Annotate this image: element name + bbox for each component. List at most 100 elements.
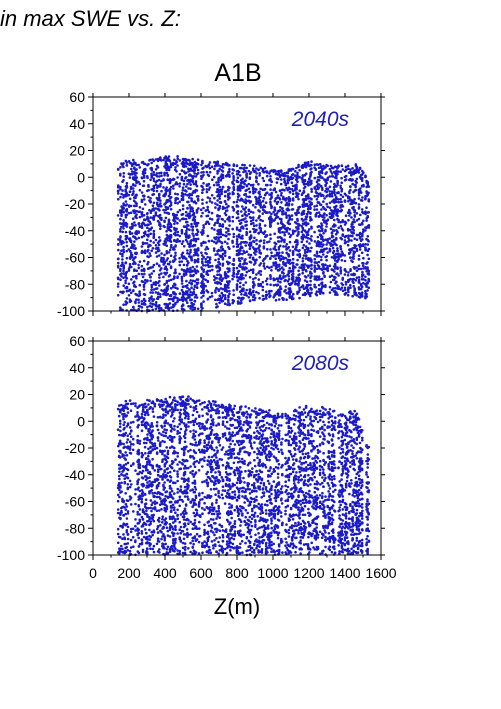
data-point <box>124 230 128 234</box>
data-point <box>169 162 173 165</box>
data-point <box>364 243 367 246</box>
data-point <box>221 166 225 169</box>
data-point <box>126 487 130 491</box>
data-point <box>145 509 148 513</box>
data-point <box>157 403 161 406</box>
data-point <box>257 278 261 281</box>
data-point <box>315 208 319 211</box>
data-point <box>182 308 186 312</box>
data-point <box>360 251 364 255</box>
data-point <box>322 243 325 246</box>
data-point <box>138 463 141 466</box>
data-point <box>122 196 125 199</box>
data-point <box>277 265 281 268</box>
data-point <box>155 201 159 205</box>
data-point <box>307 247 310 250</box>
data-point <box>366 253 369 257</box>
data-point <box>129 421 133 424</box>
data-point <box>149 499 153 502</box>
data-point <box>176 202 179 205</box>
data-point <box>336 183 339 187</box>
data-point <box>172 246 175 249</box>
data-point <box>118 433 121 437</box>
data-point <box>354 244 358 248</box>
data-point <box>181 303 185 306</box>
data-point <box>154 301 158 304</box>
data-point <box>349 286 352 290</box>
data-point <box>195 296 199 299</box>
data-point <box>176 176 179 179</box>
data-point <box>146 513 149 517</box>
data-point <box>326 269 330 273</box>
data-point <box>236 173 240 176</box>
data-point <box>156 473 160 477</box>
data-point <box>302 266 306 269</box>
data-point <box>367 199 371 202</box>
data-point <box>292 292 295 296</box>
data-point <box>152 263 156 267</box>
data-point <box>131 217 135 220</box>
data-point <box>272 261 275 265</box>
data-point <box>140 264 144 268</box>
data-point <box>140 300 144 303</box>
data-point <box>129 187 133 190</box>
data-point <box>310 239 313 242</box>
data-point <box>302 212 306 215</box>
data-point <box>280 169 283 172</box>
data-point <box>149 302 152 305</box>
data-point <box>147 403 150 406</box>
data-point <box>176 210 180 214</box>
data-point <box>235 266 239 270</box>
data-point <box>219 201 223 204</box>
data-point <box>244 274 247 277</box>
data-point <box>125 286 129 290</box>
data-point <box>212 175 216 179</box>
data-point <box>135 298 138 301</box>
data-point <box>228 267 231 271</box>
data-point <box>132 510 135 513</box>
data-point <box>339 206 342 209</box>
data-point <box>310 190 314 193</box>
data-point <box>280 217 283 221</box>
data-point <box>169 235 173 239</box>
data-point <box>149 542 152 546</box>
data-point <box>163 219 166 223</box>
data-point <box>160 179 163 183</box>
data-point <box>282 272 285 275</box>
data-point <box>149 472 152 476</box>
data-point <box>221 173 225 177</box>
data-point <box>132 420 135 424</box>
data-point <box>301 238 305 241</box>
data-point <box>346 243 350 247</box>
data-point <box>176 157 179 160</box>
data-point <box>150 305 153 309</box>
data-point <box>176 233 179 237</box>
data-point <box>255 176 258 180</box>
data-point <box>194 271 198 275</box>
data-point <box>346 164 350 168</box>
data-point <box>135 251 138 255</box>
data-point <box>252 211 255 214</box>
data-point <box>125 256 129 260</box>
data-point <box>244 206 248 209</box>
data-point <box>358 248 362 251</box>
data-point <box>333 193 337 197</box>
data-point <box>339 271 343 275</box>
data-point <box>193 190 197 194</box>
data-point <box>121 308 124 312</box>
data-point <box>149 158 152 162</box>
data-point <box>303 263 307 266</box>
data-point <box>218 294 222 298</box>
data-point <box>164 193 167 196</box>
data-point <box>140 497 144 501</box>
data-point <box>310 246 313 250</box>
data-point <box>325 243 328 246</box>
data-point <box>149 445 152 449</box>
data-point <box>274 242 278 246</box>
data-point <box>169 165 173 169</box>
data-point <box>238 252 242 255</box>
data-point <box>339 224 343 228</box>
data-point <box>120 442 123 445</box>
data-point <box>138 442 141 445</box>
data-point <box>128 445 132 449</box>
